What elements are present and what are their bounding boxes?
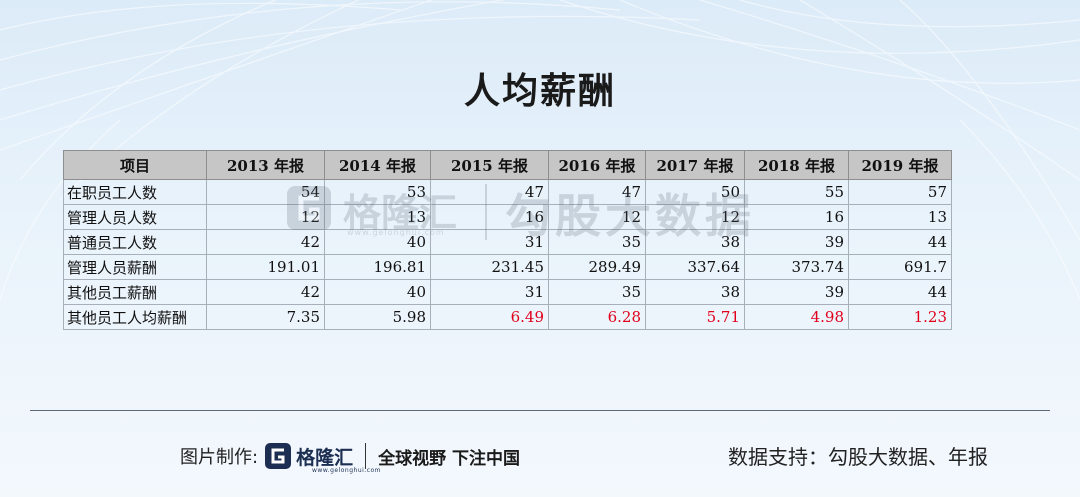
footer-brand-url: www.gelonghui.com xyxy=(312,467,382,474)
table-row: 其他员工薪酬 42 40 31 35 38 39 44 xyxy=(63,279,952,305)
table-cell: 55 xyxy=(744,179,849,205)
row-label: 管理人员人数 xyxy=(63,204,207,230)
footer-slogan: 全球视野 下注中国 xyxy=(378,448,521,469)
table-cell: 31 xyxy=(430,229,549,255)
table-cell: 337.64 xyxy=(645,254,745,280)
table-cell: 57 xyxy=(848,179,952,205)
table-cell: 38 xyxy=(645,229,745,255)
table-cell: 50 xyxy=(645,179,745,205)
table-cell: 16 xyxy=(430,204,549,230)
table-cell: 12 xyxy=(206,204,325,230)
table-cell: 53 xyxy=(324,179,431,205)
footer-divider xyxy=(30,410,1050,411)
table-cell: 289.49 xyxy=(548,254,646,280)
column-header-year: 2017 年报 xyxy=(645,150,745,180)
footer-separator xyxy=(365,443,367,469)
column-header-year: 2015 年报 xyxy=(430,150,549,180)
table-header-row: 项目 2013 年报 2014 年报 2015 年报 2016 年报 2017 年报 201… xyxy=(63,150,952,180)
table-cell: 1.23 xyxy=(848,304,952,330)
table-cell: 6.28 xyxy=(548,304,646,330)
table-cell: 5.98 xyxy=(324,304,431,330)
table-cell: 42 xyxy=(206,229,325,255)
gelonghui-logo-icon xyxy=(265,443,292,469)
table-cell: 12 xyxy=(548,204,646,230)
table-cell: 231.45 xyxy=(430,254,549,280)
column-header-year: 2014 年报 xyxy=(324,150,431,180)
column-header-year: 2019 年报 xyxy=(848,150,952,180)
table-row: 管理人员薪酬 191.01 196.81 231.45 289.49 337.64 373.… xyxy=(63,254,952,280)
table-row: 在职员工人数 54 53 47 47 50 55 57 xyxy=(63,179,952,205)
column-header-year: 2013 年报 xyxy=(206,150,325,180)
table-cell: 5.71 xyxy=(645,304,745,330)
table-cell: 35 xyxy=(548,279,646,305)
footer-brand: 格隆汇 xyxy=(296,446,354,469)
column-header-item: 项目 xyxy=(63,150,207,180)
table-cell: 40 xyxy=(324,229,431,255)
table-row: 管理人员人数 12 13 16 12 12 16 13 xyxy=(63,204,952,230)
footer-credit: 图片制作: 格隆汇 www.gelonghui.com 全球视野 下注中国 xyxy=(180,438,520,474)
table-cell: 44 xyxy=(848,229,952,255)
table-cell: 4.98 xyxy=(744,304,849,330)
table-cell: 44 xyxy=(848,279,952,305)
data-source: 数据支持：勾股大数据、年报 xyxy=(728,445,988,469)
table-cell: 13 xyxy=(848,204,952,230)
table-cell: 39 xyxy=(744,229,849,255)
table-cell: 38 xyxy=(645,279,745,305)
row-label: 在职员工人数 xyxy=(63,179,207,205)
table-cell: 7.35 xyxy=(206,304,325,330)
table-cell: 196.81 xyxy=(324,254,431,280)
table-cell: 42 xyxy=(206,279,325,305)
page-title: 人均薪酬 xyxy=(463,71,616,112)
table-cell: 16 xyxy=(744,204,849,230)
table-row: 其他员工人均薪酬 7.35 5.98 6.49 6.28 5.71 4.98 1.23 xyxy=(63,304,952,330)
table-cell: 47 xyxy=(548,179,646,205)
table-cell: 39 xyxy=(744,279,849,305)
column-header-year: 2016 年报 xyxy=(548,150,646,180)
table-cell: 12 xyxy=(645,204,745,230)
row-label: 其他员工薪酬 xyxy=(63,279,207,305)
row-label: 普通员工人数 xyxy=(63,229,207,255)
table-cell: 47 xyxy=(430,179,549,205)
row-label: 其他员工人均薪酬 xyxy=(63,304,207,330)
made-by-label: 图片制作: xyxy=(180,447,259,468)
table-cell: 35 xyxy=(548,229,646,255)
row-label: 管理人员薪酬 xyxy=(63,254,207,280)
column-header-year: 2018 年报 xyxy=(744,150,849,180)
table-cell: 191.01 xyxy=(206,254,325,280)
table-cell: 13 xyxy=(324,204,431,230)
salary-table: 项目 2013 年报 2014 年报 2015 年报 2016 年报 2017 年报 201… xyxy=(63,150,952,330)
table-cell: 691.7 xyxy=(848,254,952,280)
table-row: 普通员工人数 42 40 31 35 38 39 44 xyxy=(63,229,952,255)
table-cell: 40 xyxy=(324,279,431,305)
table-cell: 373.74 xyxy=(744,254,849,280)
table-cell: 6.49 xyxy=(430,304,549,330)
table-cell: 54 xyxy=(206,179,325,205)
table-cell: 31 xyxy=(430,279,549,305)
